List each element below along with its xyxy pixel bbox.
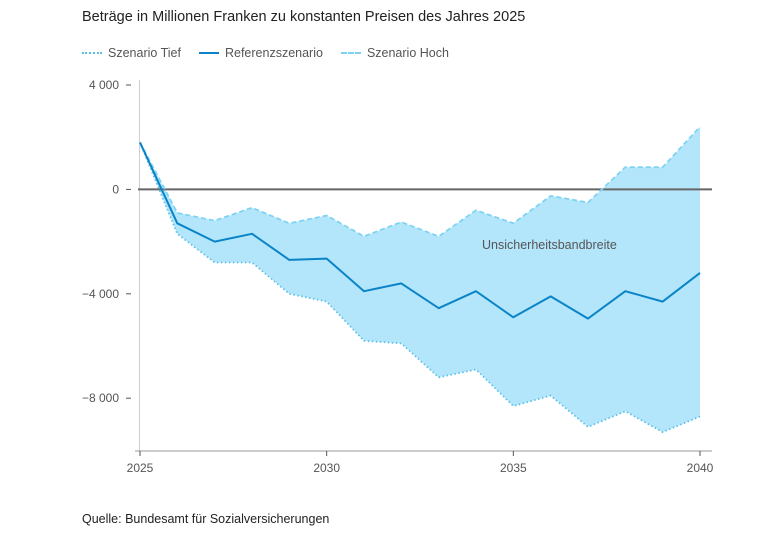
legend-item-high: Szenario Hoch xyxy=(340,46,449,60)
x-tick-label: 2030 xyxy=(313,461,340,475)
axes: 4 000 0 −4 000 −8 000 2025 2030 2035 2040 xyxy=(82,78,714,475)
uncertainty-band xyxy=(140,126,700,433)
chart-plot: 4 000 0 −4 000 −8 000 2025 2030 2035 2040 Unsic… xyxy=(82,78,714,475)
x-tick-label: 2025 xyxy=(127,461,154,475)
legend-label-low: Szenario Tief xyxy=(108,46,181,60)
y-tick-label: −8 000 xyxy=(82,391,119,405)
legend-swatch-high xyxy=(340,52,361,54)
legend-item-reference: Referenzszenario xyxy=(198,46,323,60)
legend-label-high: Szenario Hoch xyxy=(366,46,449,60)
series-line-low xyxy=(139,142,701,434)
y-tick-label: −4 000 xyxy=(82,287,119,301)
y-tick-label: 4 000 xyxy=(89,78,119,92)
legend-label-reference: Referenzszenario xyxy=(224,46,323,60)
legend-item-low: Szenario Tief xyxy=(82,46,181,60)
x-tick-label: 2040 xyxy=(687,461,714,475)
series-line-high xyxy=(139,126,701,238)
y-tick-label: 0 xyxy=(112,182,119,196)
legend-swatch-low xyxy=(82,52,102,54)
band-annotation: Unsicherheitsbandbreite xyxy=(482,238,617,252)
chart-title: Beträge in Millionen Franken zu konstant… xyxy=(82,9,526,25)
series-line-reference xyxy=(139,141,701,320)
legend: Szenario Tief Referenzszenario Szenario … xyxy=(82,44,467,62)
x-tick-label: 2035 xyxy=(500,461,527,475)
source-note: Quelle: Bundesamt für Sozialversicherung… xyxy=(82,512,330,526)
legend-swatch-reference xyxy=(198,52,219,54)
